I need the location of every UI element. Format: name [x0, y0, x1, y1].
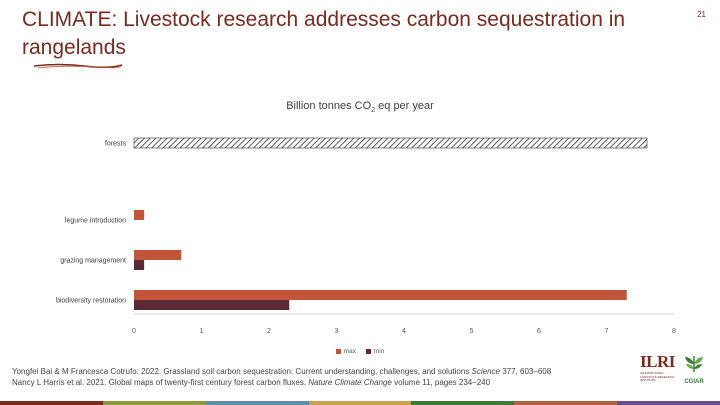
bar-chart: forests legume introduction grazing manage…: [56, 137, 676, 335]
legend-label-min: min: [373, 348, 385, 355]
x-tick-label: 0: [132, 328, 136, 335]
x-tick-label: 5: [470, 328, 474, 335]
bottom-color-band: [0, 401, 720, 405]
ilri-logo-subtitle-3: INSTITUTE: [640, 378, 656, 382]
chart-title-suffix: eq per year: [375, 100, 434, 112]
cgiar-logo-text: CGIAR: [684, 379, 704, 385]
slide-title: CLIMATE: Livestock research addresses ca…: [22, 8, 626, 59]
bar-forests-forests: [133, 137, 648, 149]
chart-title: Billion tonnes CO2 eq per year: [0, 100, 720, 114]
reference-2-details: volume 11, pages 234–240: [391, 378, 491, 387]
x-tick-label: 6: [537, 328, 541, 335]
category-label-forests: forests: [105, 141, 127, 148]
ilri-logo-subtitle-2: LIVESTOCK RESEARCH: [640, 374, 675, 379]
ilri-logo: ILRI INTERNATIONAL LIVESTOCK RESEARCH IN…: [640, 352, 680, 383]
category-label-legume-introduction: legume introduction: [65, 218, 126, 225]
references: Yongfei Bai & M Francesca Cotrufo. 2022.…: [12, 366, 642, 388]
title-underline: [34, 63, 123, 69]
band-segment: [617, 401, 720, 405]
legend-swatch-min: [365, 349, 371, 354]
reference-2-journal: Nature Climate Change: [308, 378, 392, 387]
ilri-logo-text: ILRI: [640, 352, 675, 371]
reference-1-details: 377, 603–608: [500, 367, 552, 376]
reference-1: Yongfei Bai & M Francesca Cotrufo. 2022.…: [12, 366, 642, 377]
cgiar-logo: CGIAR: [679, 354, 709, 385]
chart-legend: max min: [0, 348, 720, 356]
legend-swatch-max: [335, 349, 341, 354]
chart-title-prefix: Billion tonnes CO: [286, 100, 372, 112]
category-label-grazing-management: grazing management: [60, 258, 126, 265]
bar-min-grazing-management: [134, 260, 145, 270]
bar-max-legume-introduction: [134, 210, 145, 220]
x-tick-label: 3: [335, 328, 339, 335]
bar-min-biodiversity-restoration: [134, 300, 290, 310]
band-segment: [0, 401, 103, 405]
band-segment: [102, 401, 206, 405]
bar-max-biodiversity-restoration: [134, 290, 627, 300]
x-tick-label: 1: [200, 328, 204, 335]
reference-2-text: Nancy L Harris et al. 2021. Global maps …: [12, 378, 309, 387]
band-segment: [514, 401, 618, 405]
x-tick-label: 2: [267, 328, 271, 335]
band-segment: [205, 401, 309, 405]
legend-item-max: max: [335, 348, 356, 355]
slide-number: 21: [697, 10, 706, 19]
bar-max-grazing-management: [134, 250, 182, 260]
cgiar-leaf-icon: [685, 356, 703, 373]
reference-1-journal: Science: [471, 367, 500, 376]
x-tick-label: 4: [402, 328, 406, 335]
x-tick-label: 7: [605, 328, 609, 335]
chart-title-subscript: 2: [371, 107, 376, 115]
reference-2: Nancy L Harris et al. 2021. Global maps …: [12, 377, 642, 388]
legend-label-max: max: [343, 348, 356, 355]
legend-item-min: min: [365, 348, 385, 355]
category-label-biodiversity-restoration: biodiversity restoration: [56, 298, 126, 305]
reference-1-text: Yongfei Bai & M Francesca Cotrufo. 2022.…: [12, 367, 472, 376]
band-segment: [308, 401, 412, 405]
ilri-logo-subtitle-1: INTERNATIONAL: [640, 371, 664, 375]
x-tick-label: 8: [672, 328, 676, 335]
band-segment: [411, 401, 515, 405]
